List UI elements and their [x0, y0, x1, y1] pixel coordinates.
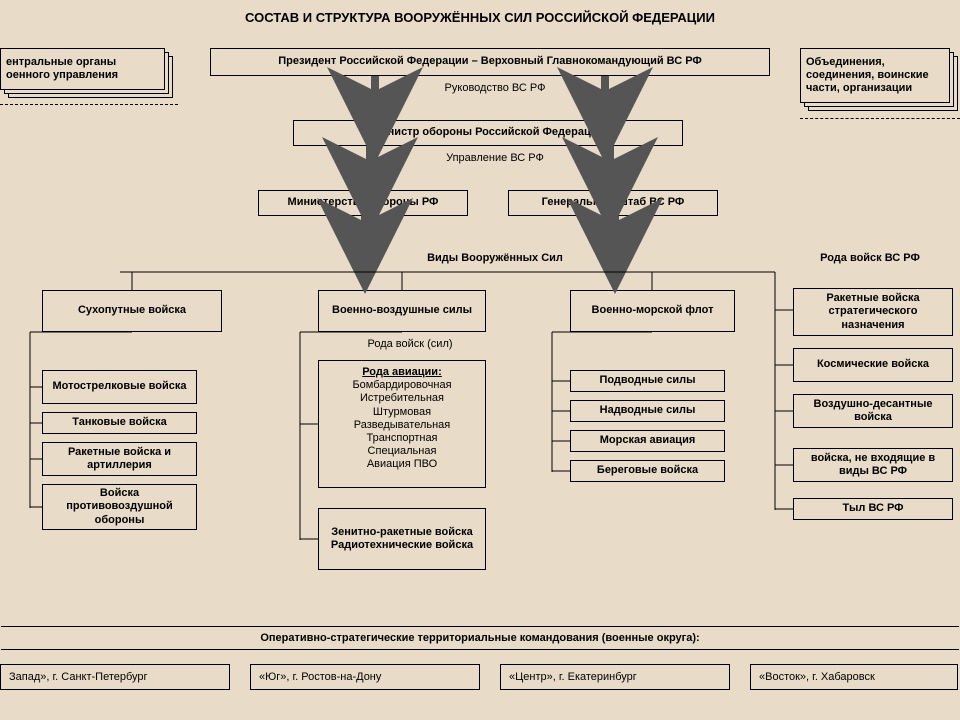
ground-item-2: Ракетные войска и артиллерия: [42, 442, 197, 476]
genstaff-box: Генеральный штаб ВС РФ: [508, 190, 718, 216]
air-av-3: Разведывательная: [354, 419, 451, 432]
right-item-4: Тыл ВС РФ: [793, 498, 953, 520]
diagram-title: СОСТАВ И СТРУКТУРА ВООРУЖЁННЫХ СИЛ РОССИ…: [0, 10, 960, 25]
air-av-1: Истребительная: [360, 392, 444, 405]
minister-box: Министр обороны Российской Федерации: [293, 120, 683, 146]
air-av-0: Бомбардировочная: [352, 379, 451, 392]
air-head: Военно-воздушные силы: [318, 290, 486, 332]
left-top-box: ентральные органы оенного управления: [0, 48, 165, 90]
left-dash: [0, 104, 178, 105]
footer-header: Оперативно-стратегические территориальны…: [1, 626, 959, 650]
navy-item-0: Подводные силы: [570, 370, 725, 392]
air-av-4: Транспортная: [366, 432, 437, 445]
management-label: Управление ВС РФ: [420, 152, 570, 164]
right-item-2: Воздушно-десантные войска: [793, 394, 953, 428]
right-dash: [800, 118, 960, 119]
navy-head: Военно-морской флот: [570, 290, 735, 332]
president-box: Президент Российской Федерации – Верховн…: [210, 48, 770, 76]
air-aviation-box: Рода авиации: Бомбардировочная Истребите…: [318, 360, 486, 488]
branches-label: Виды Вооружённых Сил: [400, 252, 590, 264]
air-zrb-box: Зенитно-ракетные войска Радиотехнические…: [318, 508, 486, 570]
navy-item-2: Морская авиация: [570, 430, 725, 452]
ground-item-3: Войска противовоздушной обороны: [42, 484, 197, 530]
ground-item-1: Танковые войска: [42, 412, 197, 434]
footer-cell-1: «Юг», г. Ростов-на-Дону: [250, 664, 480, 690]
right-item-0: Ракетные войска стратегического назначен…: [793, 288, 953, 336]
footer-cell-3: «Восток», г. Хабаровск: [750, 664, 958, 690]
right-item-1: Космические войска: [793, 348, 953, 382]
leadership-label: Руководство ВС РФ: [420, 82, 570, 94]
ground-head: Сухопутные войска: [42, 290, 222, 332]
air-av-6: Авиация ПВО: [367, 458, 437, 471]
air-av-5: Специальная: [368, 445, 437, 458]
navy-item-3: Береговые войска: [570, 460, 725, 482]
right-top-box: Объединения, соединения, воинские части,…: [800, 48, 950, 103]
navy-item-1: Надводные силы: [570, 400, 725, 422]
ground-item-0: Мотострелковые войска: [42, 370, 197, 404]
roda-label: Рода войск ВС РФ: [790, 252, 950, 264]
mod-box: Министерство обороны РФ: [258, 190, 468, 216]
right-item-3: войска, не входящие в виды ВС РФ: [793, 448, 953, 482]
footer-cell-0: Запад», г. Санкт-Петербург: [0, 664, 230, 690]
air-av-2: Штурмовая: [373, 406, 431, 419]
air-aviation-title: Рода авиации:: [362, 366, 442, 379]
footer-cell-2: «Центр», г. Екатеринбург: [500, 664, 730, 690]
air-sublabel: Рода войск (сил): [340, 338, 480, 350]
